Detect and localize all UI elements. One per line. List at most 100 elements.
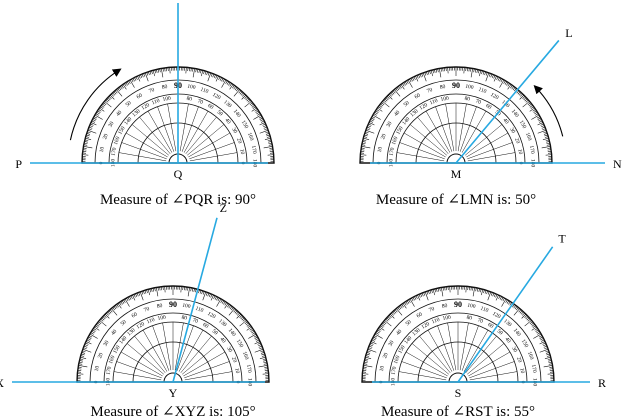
inner-scale-number: 100 [157, 315, 166, 322]
inner-scale-number: 170 [111, 147, 118, 156]
outer-scale-number: 140 [232, 109, 242, 119]
outer-scale-number: 110 [194, 306, 204, 314]
outer-scale-number: 100 [187, 84, 196, 91]
outer-scale-number: 130 [217, 318, 227, 328]
outer-scale-number: 110 [477, 87, 487, 95]
base-point-label: P [15, 157, 22, 171]
outer-scale-number: 90 [454, 300, 462, 309]
outer-scale-number: 120 [491, 311, 501, 320]
protractor: 0180101702016030150401405013060120701108… [361, 285, 555, 386]
outer-scale-number: 120 [211, 92, 221, 101]
protractor: 0180101702016030150401405013060120701108… [76, 285, 270, 386]
outer-scale-number: 50 [403, 100, 411, 108]
inner-scale-number: 30 [230, 127, 238, 135]
inner-scale-number: 140 [403, 335, 413, 345]
vertex-label: Q [174, 167, 183, 181]
ray-arm-line [172, 217, 218, 383]
vertex-label: S [455, 386, 462, 400]
inner-scale-number: 70 [197, 98, 204, 106]
inner-scale-number: 60 [201, 322, 209, 330]
outer-scale-number: 130 [502, 318, 512, 328]
inner-scale-number: 130 [126, 327, 136, 337]
inner-scale-number: 110 [151, 98, 161, 106]
inner-scale-number: 80 [464, 96, 471, 103]
outer-scale-number: 140 [510, 109, 520, 119]
inner-scale-number: 60 [486, 322, 494, 330]
curved-arrow-icon [533, 85, 564, 137]
outer-scale-number: 80 [161, 84, 168, 91]
inner-scale-number: 50 [496, 328, 504, 336]
inner-scale-number: 30 [508, 127, 516, 135]
angle-caption: Measure of ∠LMN is: 50° [376, 192, 536, 208]
inner-scale-number: 80 [466, 315, 473, 322]
outer-scale-number: 100 [465, 84, 474, 91]
outer-scale-number: 30 [388, 340, 396, 348]
inner-scale-number: 20 [235, 137, 243, 144]
ray-arm-line [457, 246, 554, 383]
inner-scale-number: 40 [504, 336, 512, 344]
outer-scale-number: 20 [102, 133, 110, 140]
inner-scale-number: 40 [224, 117, 232, 125]
base-point-label: N [613, 157, 622, 171]
inner-scale-number: 150 [112, 344, 121, 354]
inner-scale-number: 170 [389, 147, 396, 156]
outer-scale-number: 100 [467, 303, 476, 310]
angle-lines [12, 217, 265, 383]
vertex-label: Y [169, 386, 178, 400]
inner-scale-number: 130 [411, 327, 421, 337]
angle-caption: Measure of ∠XYZ is: 105° [90, 404, 255, 420]
inner-scale-number: 20 [230, 356, 238, 363]
ray-point-label: L [565, 26, 572, 40]
outer-scale-number: 170 [528, 145, 535, 154]
vertex-label: M [451, 167, 462, 181]
inner-scale-number: 50 [211, 328, 219, 336]
inner-scale-number: 70 [192, 317, 199, 325]
outer-scale-number: 80 [441, 303, 448, 310]
inner-scale-number: 80 [181, 315, 188, 322]
inner-scale-number: 120 [136, 321, 146, 330]
inner-scale-number: 130 [131, 108, 141, 118]
outer-scale-number: 170 [245, 364, 252, 373]
outer-scale-number: 30 [103, 340, 111, 348]
outer-scale-number: 130 [222, 99, 232, 109]
panel-xyz: 0180101702016030150401405013060120701108… [0, 201, 270, 420]
inner-scale-number: 170 [106, 366, 113, 375]
outer-scale-number: 160 [526, 351, 535, 361]
inner-scale-number: 40 [502, 117, 510, 125]
outer-scale-number: 40 [393, 109, 401, 117]
rotation-arrow [69, 68, 122, 141]
outer-scale-number: 170 [250, 145, 257, 154]
outer-scale-number: 100 [182, 303, 191, 310]
inner-scale-number: 140 [118, 335, 128, 345]
ray-point-label: T [558, 232, 566, 246]
outer-scale-number: 20 [382, 352, 390, 359]
curved-arrow-icon [69, 68, 122, 141]
outer-scale-number: 160 [524, 132, 533, 142]
inner-scale-number: 160 [108, 355, 117, 365]
outer-scale-number: 40 [110, 328, 118, 336]
outer-scale-number: 60 [136, 92, 144, 100]
angle-caption: Measure of ∠PQR is: 90° [100, 192, 256, 208]
outer-scale-number: 150 [518, 120, 527, 130]
inner-scale-number: 120 [141, 102, 151, 111]
inner-scale-number: 100 [442, 315, 451, 322]
inner-scale-number: 20 [513, 137, 521, 144]
base-point-label: X [0, 376, 4, 390]
inner-scale-number: 160 [393, 355, 402, 365]
outer-scale-number: 50 [405, 319, 413, 327]
inner-scale-number: 160 [391, 136, 400, 146]
panel-pqr: 0180101702016030150401405013060120701108… [15, 3, 275, 208]
inner-scale-number: 170 [391, 366, 398, 375]
angle-lines [30, 3, 268, 164]
rotation-arrow [533, 85, 564, 137]
outer-scale-number: 40 [395, 328, 403, 336]
inner-scale-number: 70 [477, 317, 484, 325]
outer-scale-number: 10 [99, 146, 106, 153]
outer-scale-number: 140 [512, 328, 522, 338]
inner-scale-number: 70 [475, 98, 482, 106]
inner-scale-number: 50 [216, 109, 224, 117]
outer-scale-number: 20 [97, 352, 105, 359]
outer-scale-number: 70 [148, 87, 155, 95]
inner-scale-number: 120 [421, 321, 431, 330]
outer-scale-number: 150 [520, 339, 529, 349]
